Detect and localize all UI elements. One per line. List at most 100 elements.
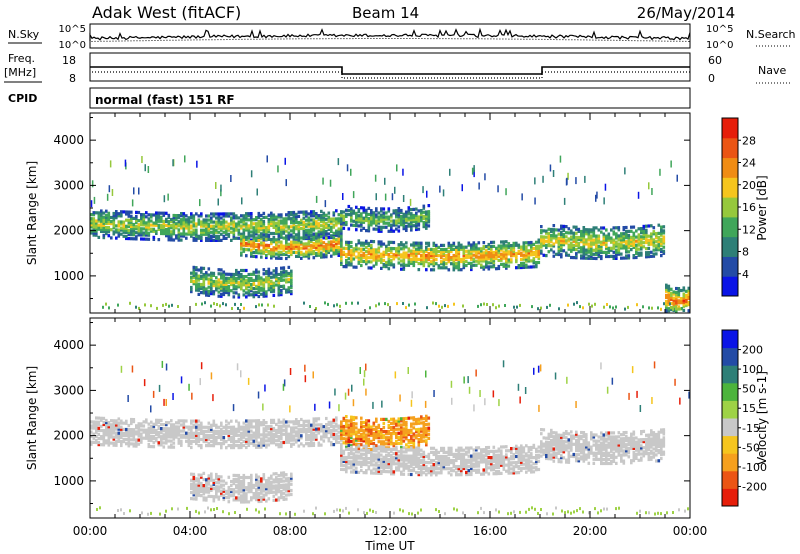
range-cell: [655, 236, 658, 240]
range-cell: [570, 231, 573, 235]
range-cell: [665, 308, 668, 312]
range-cell: [470, 243, 473, 247]
range-cell: [310, 238, 313, 242]
range-cell: [262, 228, 266, 232]
range-cell: [365, 461, 368, 465]
range-cell: [137, 219, 141, 223]
range-cell: [162, 223, 166, 228]
range-cell: [147, 219, 151, 223]
range-cell: [187, 220, 191, 224]
range-cell: [145, 428, 148, 432]
range-cell: [110, 222, 113, 226]
range-cell: [322, 433, 326, 437]
range-cell: [287, 211, 291, 215]
range-cell: [247, 443, 251, 447]
range-cell: [222, 276, 226, 280]
range-cell: [300, 220, 303, 224]
range-cell: [155, 223, 158, 227]
range-cell: [392, 253, 396, 257]
range-cell: [100, 209, 103, 213]
range-cell: [427, 256, 431, 260]
range-cell: [317, 235, 321, 239]
range-cell: [152, 227, 156, 231]
range-cell: [237, 273, 241, 277]
range-cell: [400, 423, 403, 427]
range-cell: [442, 264, 446, 268]
ground-scatter-cell: [162, 303, 164, 307]
range-cell: [162, 445, 166, 449]
range-cell: [365, 212, 368, 216]
range-cell: [335, 233, 338, 237]
range-cell: [482, 241, 486, 245]
range-cell: [215, 442, 218, 446]
range-cell: [240, 281, 243, 285]
range-cell: [320, 243, 323, 247]
range-cell: [315, 224, 318, 228]
range-cell: [235, 433, 238, 437]
range-cell: [530, 249, 533, 253]
range-cell: [270, 287, 273, 292]
range-cell: [207, 437, 211, 442]
range-cell: [490, 246, 493, 251]
range-cell: [530, 243, 533, 247]
range-cell: [665, 304, 668, 308]
range-cell: [382, 417, 386, 421]
sparse-cell: [604, 183, 607, 191]
range-cell: [195, 427, 198, 431]
range-cell: [657, 223, 661, 227]
range-cell: [492, 250, 496, 255]
range-cell: [420, 215, 423, 219]
range-cell: [102, 441, 106, 445]
ground-scatter-cell: [594, 302, 596, 306]
range-cell: [430, 247, 433, 251]
range-cell: [267, 273, 271, 277]
range-cell: [585, 252, 588, 256]
range-cell: [595, 250, 598, 254]
range-cell: [137, 432, 141, 436]
range-cell: [355, 442, 358, 446]
range-cell: [602, 238, 606, 242]
range-cell: [222, 292, 226, 297]
range-cell: [332, 240, 336, 244]
range-cell: [340, 244, 343, 248]
range-cell: [292, 250, 296, 254]
range-cell: [180, 439, 183, 443]
range-cell: [130, 434, 133, 438]
range-cell: [300, 218, 303, 222]
ground-scatter-cell: [387, 303, 389, 307]
range-cell: [370, 239, 373, 244]
range-cell: [400, 221, 403, 225]
range-cell: [487, 242, 491, 247]
range-cell: [377, 471, 381, 475]
range-cell: [380, 447, 383, 451]
ground-scatter-cell: [168, 304, 170, 308]
range-cell: [192, 423, 196, 427]
range-cell: [372, 219, 376, 223]
range-cell: [240, 435, 243, 439]
range-cell: [620, 244, 623, 248]
range-cell: [262, 237, 266, 241]
range-cell: [327, 422, 331, 427]
range-cell: [185, 425, 188, 429]
range-cell: [272, 441, 276, 445]
ground-scatter-cell: [636, 303, 638, 307]
range-cell: [317, 230, 321, 234]
range-cell: [360, 437, 363, 441]
range-cell: [270, 289, 273, 294]
range-cell: [257, 419, 261, 423]
range-cell: [397, 257, 401, 261]
range-cell: [515, 253, 518, 258]
range-cell: [352, 428, 356, 432]
range-cell: [440, 266, 443, 270]
range-cell: [330, 422, 333, 426]
range-cell: [425, 416, 428, 420]
range-cell: [122, 431, 126, 435]
range-cell: [257, 239, 261, 243]
range-cell: [345, 437, 348, 441]
range-cell: [315, 214, 318, 218]
range-cell: [307, 252, 311, 256]
range-cell: [212, 437, 216, 442]
range-cell: [262, 215, 266, 219]
range-cell: [255, 228, 258, 232]
range-cell: [435, 245, 438, 249]
